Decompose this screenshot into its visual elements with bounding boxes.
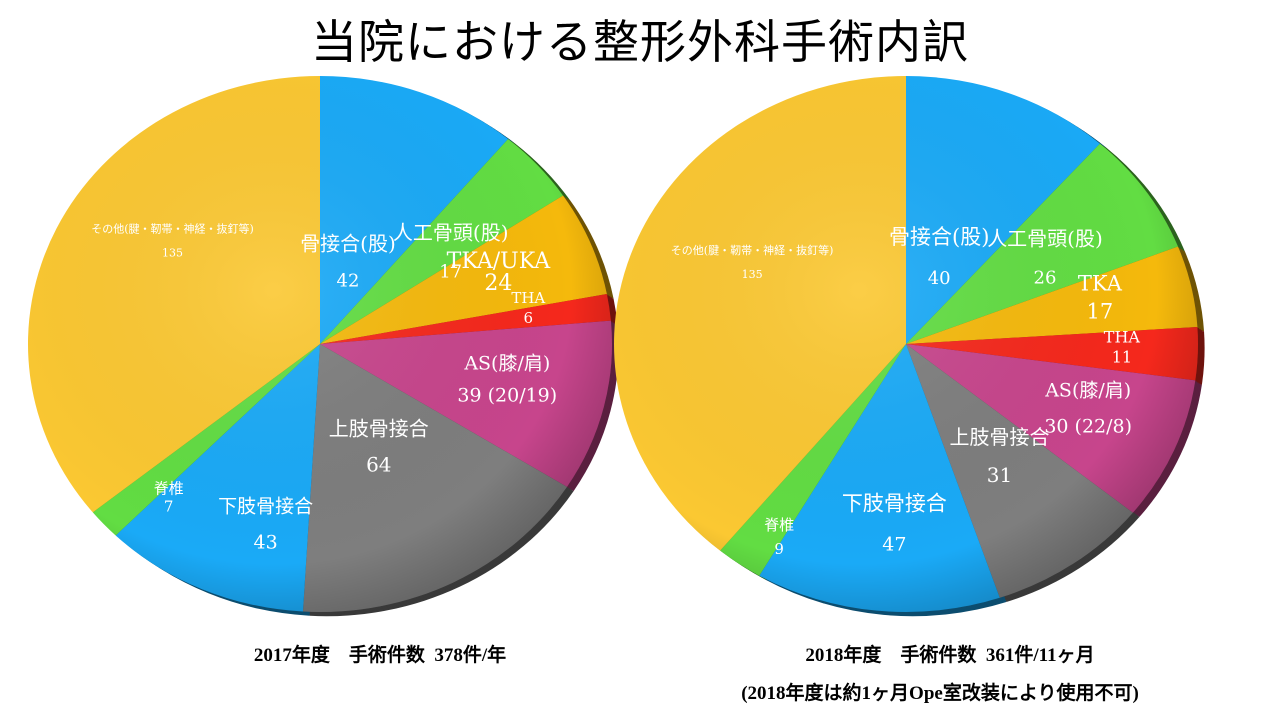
slice-value: 17	[1087, 300, 1114, 324]
slice-label: 上肢骨接合	[329, 417, 429, 441]
slice-value: 11	[1112, 348, 1132, 367]
slice-label: 骨接合(股)	[300, 232, 396, 256]
slice-label: 下肢骨接合	[842, 492, 947, 516]
slice-value: 135	[742, 268, 763, 281]
slice-label: 下肢骨接合	[218, 495, 313, 517]
slice-value: 31	[987, 463, 1012, 487]
slice-value: 47	[882, 534, 906, 556]
slice-value: 42	[337, 271, 360, 292]
slice-label: 上肢骨接合	[950, 425, 1050, 449]
caption-2017: 2017年度 手術件数 378件/年	[253, 645, 507, 666]
slice-label: 脊椎	[154, 480, 184, 498]
slice-value: 17	[439, 261, 462, 282]
slice-label: 人工骨頭(股)	[393, 220, 509, 244]
slice-label: AS(膝/肩)	[463, 353, 550, 375]
slice-value: 43	[254, 531, 278, 553]
slice-value: 40	[928, 268, 951, 289]
slice-label: THA	[1104, 328, 1141, 347]
slice-label: その他(腱・靭帯・神経・抜釘等)	[671, 243, 834, 257]
note-2018: (2018年度は約1ヶ月Ope室改装により使用不可)	[741, 683, 1139, 704]
slice-label: AS(膝/肩)	[1044, 379, 1131, 401]
slice-label: 骨接合(股)	[889, 225, 989, 249]
caption-2018: 2018年度 手術件数 361件/11ヶ月	[805, 645, 1095, 666]
slice-label: TKA	[1078, 272, 1123, 296]
slice-value: 6	[524, 309, 534, 327]
slice-label: その他(腱・靭帯・神経・抜釘等)	[91, 222, 254, 236]
slice-label: 脊椎	[764, 516, 794, 534]
slice-value: 9	[774, 540, 784, 558]
slice-label: TKA/UKA	[447, 249, 552, 274]
slice-value: 7	[164, 498, 174, 516]
slice-value: 26	[1034, 267, 1057, 288]
slice-value: 64	[366, 453, 391, 477]
page-title: 当院における整形外科手術内訳	[311, 15, 969, 69]
slice-value: 30 (22/8)	[1044, 415, 1132, 437]
slice-label: THA	[511, 289, 545, 307]
slice-value: 135	[162, 247, 183, 260]
slice-label: 人工骨頭(股)	[987, 226, 1103, 250]
slice-value: 39 (20/19)	[457, 385, 557, 407]
slice-value: 24	[484, 271, 512, 296]
